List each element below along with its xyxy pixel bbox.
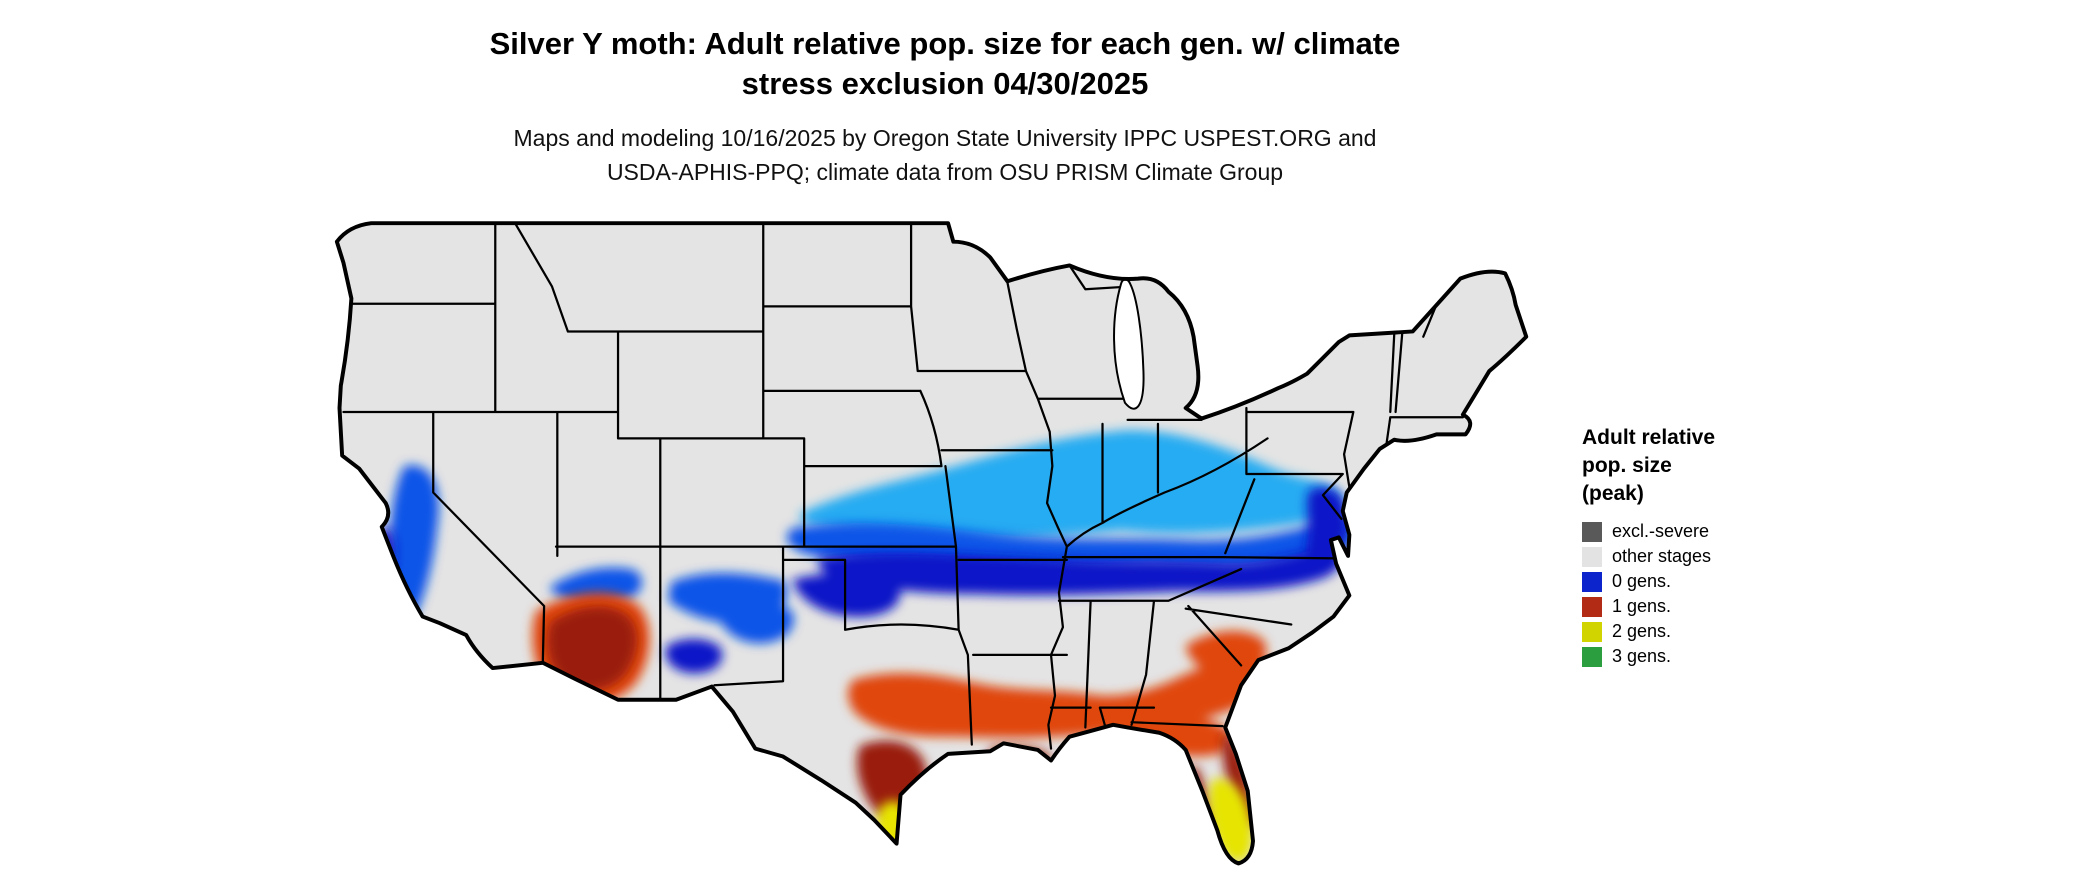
legend-swatch-excl-severe <box>1582 521 1602 542</box>
legend-swatch-0-gens <box>1582 571 1602 592</box>
figure-subtitle: Maps and modeling 10/16/2025 by Oregon S… <box>345 121 1545 189</box>
legend-title-line-3: (peak) <box>1582 482 1644 505</box>
legend-item-3-gens: 3 gens. <box>1582 644 1832 669</box>
legend-swatch-other-stages <box>1582 546 1602 567</box>
figure-title-line-2: stress exclusion 04/30/2025 <box>741 66 1149 101</box>
map-legend: Adult relative pop. size (peak) excl.-se… <box>1582 424 1832 669</box>
legend-label-excl-severe: excl.-severe <box>1612 521 1710 541</box>
legend-title-line-1: Adult relative <box>1582 426 1716 449</box>
legend-swatch-2-gens <box>1582 621 1602 642</box>
legend-title-line-2: pop. size <box>1582 454 1672 477</box>
figure-subtitle-line-2: USDA-APHIS-PPQ; climate data from OSU PR… <box>606 159 1284 185</box>
us-map <box>330 210 1545 874</box>
state-boundaries <box>342 223 1465 750</box>
legend-swatch-1-gens <box>1582 596 1602 617</box>
legend-item-other-stages: other stages <box>1582 544 1832 569</box>
legend-item-2-gens: 2 gens. <box>1582 619 1832 644</box>
legend-label-0-gens: 0 gens. <box>1612 571 1672 591</box>
legend-items: excl.-severe other stages 0 gens. 1 gens… <box>1582 519 1832 669</box>
legend-label-other-stages: other stages <box>1612 546 1712 566</box>
us-map-svg <box>334 221 1529 866</box>
figure-title-line-1: Silver Y moth: Adult relative pop. size … <box>489 26 1401 61</box>
lake-michigan <box>1113 278 1145 410</box>
legend-label-1-gens: 1 gens. <box>1612 596 1672 616</box>
legend-label-3-gens: 3 gens. <box>1612 646 1672 666</box>
band-2gens <box>876 778 1253 863</box>
band-0gens-light <box>799 430 1343 541</box>
legend-item-excl-severe: excl.-severe <box>1582 519 1832 544</box>
legend-item-0-gens: 0 gens. <box>1582 569 1832 594</box>
legend-swatch-3-gens <box>1582 646 1602 667</box>
legend-item-1-gens: 1 gens. <box>1582 594 1832 619</box>
us-border-outline <box>334 221 1529 866</box>
figure-subtitle-line-1: Maps and modeling 10/16/2025 by Oregon S… <box>513 125 1377 151</box>
figure-title: Silver Y moth: Adult relative pop. size … <box>345 24 1545 104</box>
legend-title: Adult relative pop. size (peak) <box>1582 424 1832 508</box>
legend-label-2-gens: 2 gens. <box>1612 621 1672 641</box>
